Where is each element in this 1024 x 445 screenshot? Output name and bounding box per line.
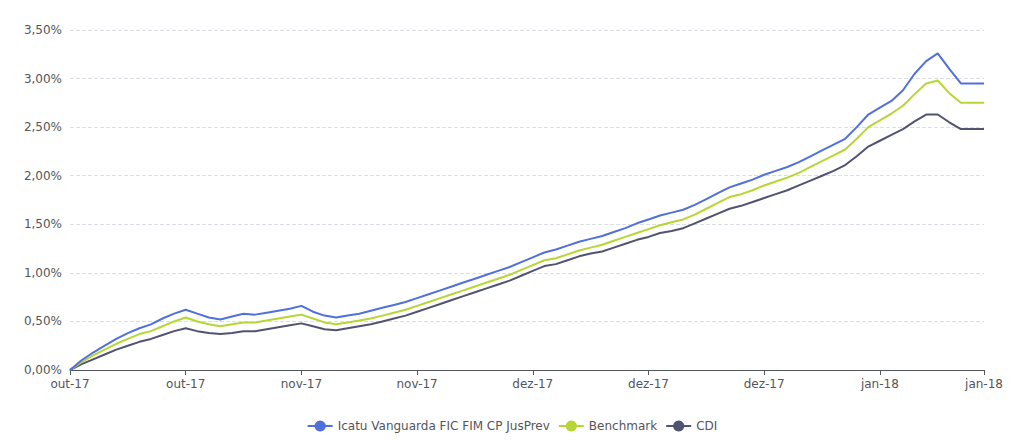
svg-text:nov-17: nov-17 xyxy=(396,377,437,391)
svg-text:dez-17: dez-17 xyxy=(512,377,553,391)
svg-text:Benchmark: Benchmark xyxy=(589,419,657,433)
svg-text:2,50%: 2,50% xyxy=(24,120,62,134)
svg-text:0,50%: 0,50% xyxy=(24,314,62,328)
svg-text:nov-17: nov-17 xyxy=(281,377,322,391)
svg-text:0,00%: 0,00% xyxy=(24,363,62,377)
svg-text:CDI: CDI xyxy=(696,419,717,433)
svg-text:2,00%: 2,00% xyxy=(24,169,62,183)
svg-text:jan-18: jan-18 xyxy=(964,377,1003,391)
svg-text:1,00%: 1,00% xyxy=(24,266,62,280)
svg-text:3,00%: 3,00% xyxy=(24,72,62,86)
svg-text:Icatu Vanguarda FIC FIM CP Jus: Icatu Vanguarda FIC FIM CP JusPrev xyxy=(338,419,550,433)
svg-text:jan-18: jan-18 xyxy=(860,377,899,391)
svg-text:dez-17: dez-17 xyxy=(628,377,669,391)
svg-text:dez-17: dez-17 xyxy=(744,377,785,391)
svg-text:1,50%: 1,50% xyxy=(24,217,62,231)
svg-text:out-17: out-17 xyxy=(166,377,205,391)
svg-text:3,50%: 3,50% xyxy=(24,23,62,37)
svg-text:out-17: out-17 xyxy=(50,377,89,391)
